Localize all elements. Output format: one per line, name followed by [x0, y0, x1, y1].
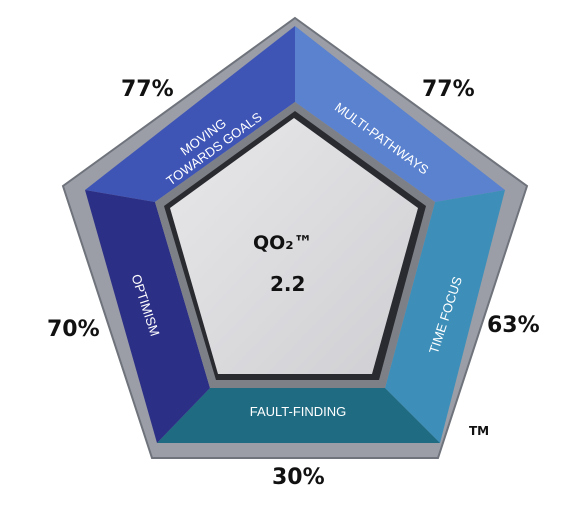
percent-moving-towards-goals: 77% — [121, 77, 174, 102]
segment-multi-pathways — [295, 26, 505, 202]
percent-time-focus: 63% — [487, 313, 540, 338]
trademark-mark: TM — [469, 424, 490, 438]
inner-panel — [170, 118, 418, 374]
segment-optimism — [85, 190, 210, 443]
percent-fault-finding: 30% — [272, 465, 325, 490]
percent-optimism: 70% — [47, 317, 100, 342]
center-value: 2.2 — [270, 272, 306, 296]
segment-moving-towards-goals — [85, 26, 295, 202]
segment-label-fault-finding: FAULT-FINDING — [250, 404, 347, 419]
segment-fault-finding — [157, 388, 440, 443]
percent-multi-pathways: 77% — [422, 77, 475, 102]
center-title: QO₂™ — [253, 232, 313, 254]
segment-time-focus — [385, 190, 505, 443]
